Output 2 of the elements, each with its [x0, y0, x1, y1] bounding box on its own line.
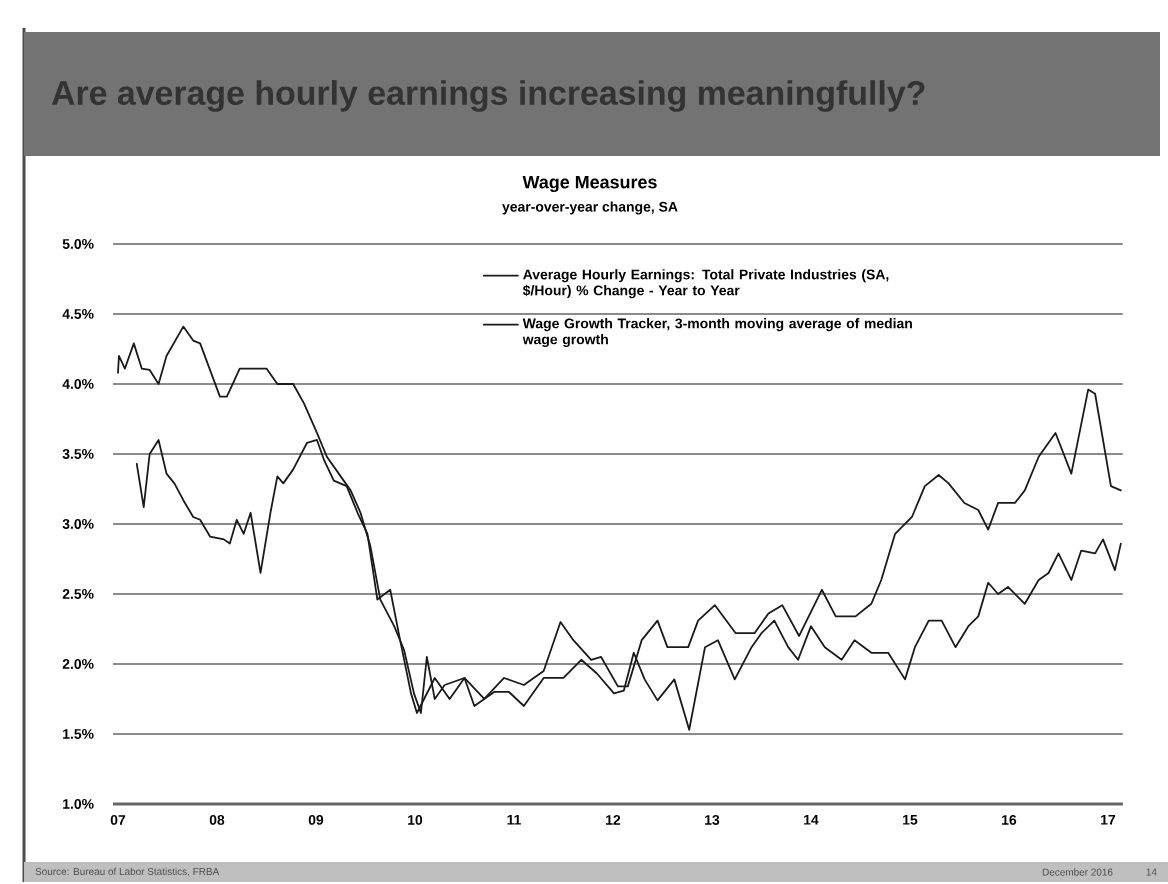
chart-subtitle: Wage Measures: [522, 176, 657, 193]
chart-title: Are average hourly earnings increasing meaningfully?: [51, 80, 925, 113]
